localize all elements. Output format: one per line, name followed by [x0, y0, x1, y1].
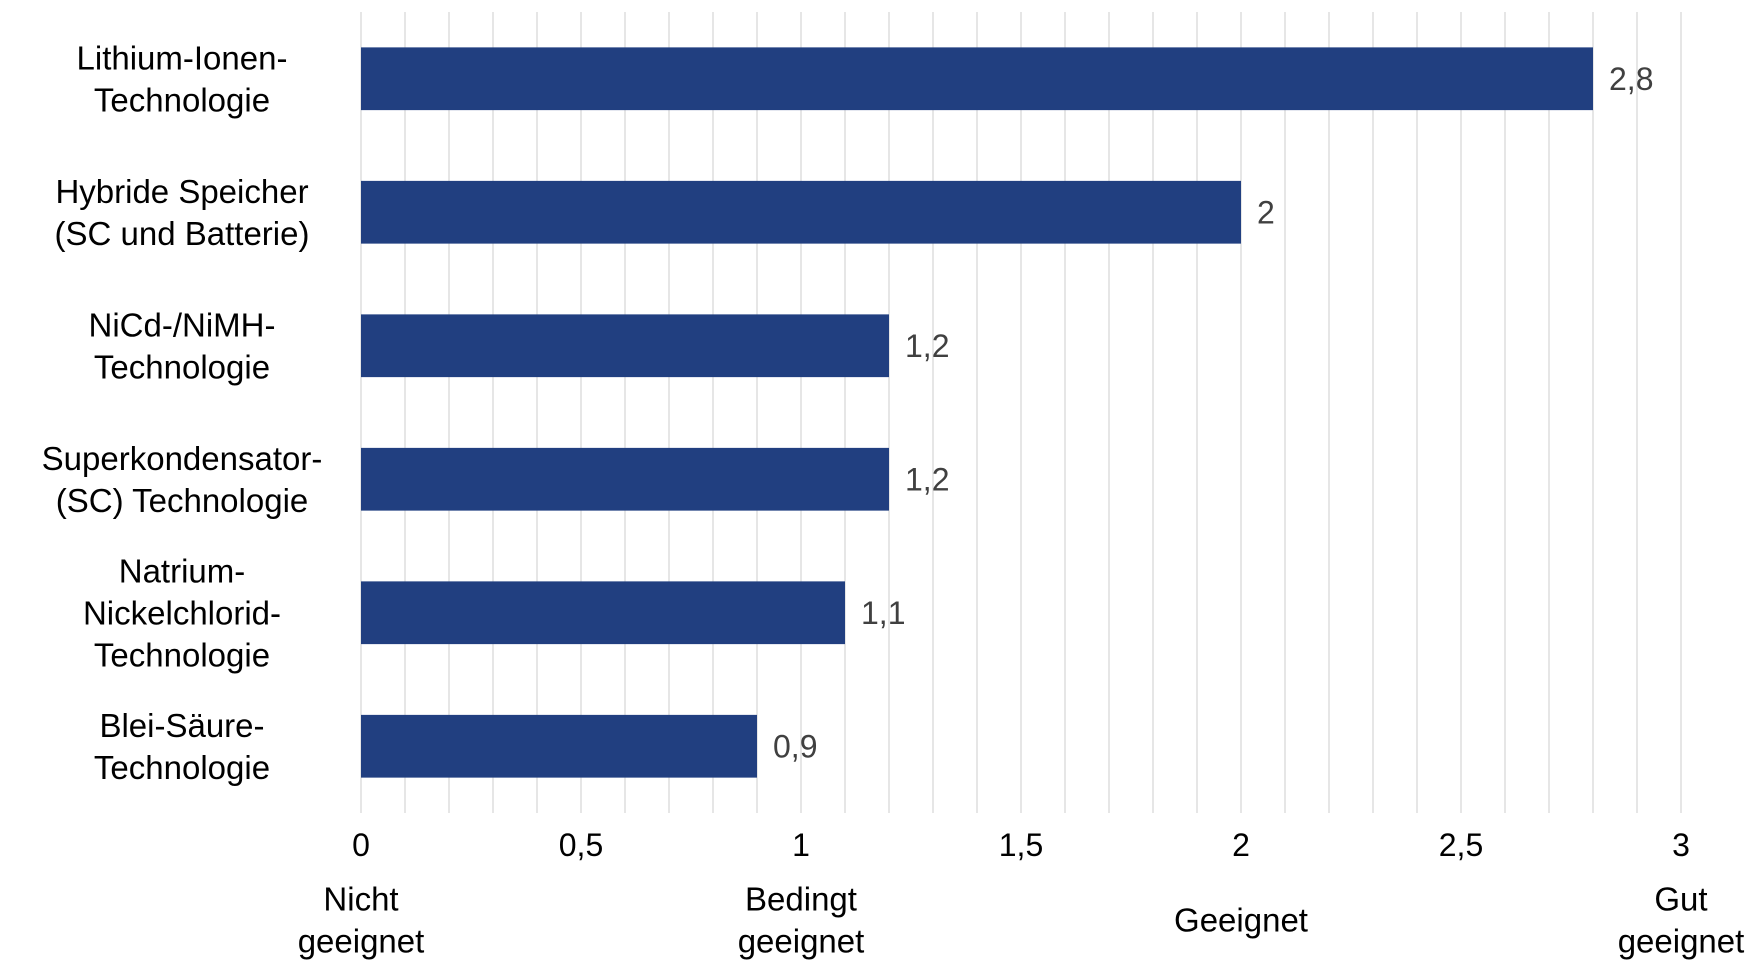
category-label-line: Superkondensator-: [42, 440, 323, 477]
rating-label-line: Gut: [1654, 881, 1707, 918]
rating-label: Bedingt geeignet: [738, 881, 865, 960]
rating-scale-labels: Nicht geeignet Bedingt geeignet Geeignet Gut g…: [298, 881, 1745, 960]
x-tick-label: 2,5: [1439, 827, 1483, 863]
bar-value-label: 1,2: [905, 328, 949, 364]
rating-label-line: geeignet: [738, 923, 865, 960]
category-label-line: NiCd-/NiMH-: [89, 306, 276, 343]
category-label-line: Hybride Speicher: [55, 173, 308, 210]
x-tick-label: 2: [1232, 827, 1250, 863]
bar: [361, 581, 845, 645]
category-label-line: Nickelchlorid-: [83, 594, 281, 631]
x-tick-label: 3: [1672, 827, 1690, 863]
category-label: NiCd-/NiMH- Technologie: [89, 306, 276, 385]
category-labels: Lithium-Ionen- Technologie Hybride Speiche…: [42, 39, 323, 786]
x-tick-label: 1,5: [999, 827, 1043, 863]
bar: [361, 714, 757, 778]
x-tick-label: 0,5: [559, 827, 603, 863]
category-label-line: (SC und Batterie): [55, 215, 310, 252]
category-label-line: Lithium-Ionen-: [77, 39, 288, 76]
bar-value-label: 2,8: [1609, 61, 1653, 97]
rating-label-line: Bedingt: [745, 881, 857, 918]
category-label: Lithium-Ionen- Technologie: [77, 39, 288, 118]
rating-label-line: geeignet: [1618, 923, 1745, 960]
grid-lines: [360, 12, 1682, 813]
bars: [361, 47, 1593, 778]
x-axis-tick-labels: 0 0,5 1 1,5 2 2,5 3: [352, 827, 1690, 863]
rating-label: Gut geeignet: [1618, 881, 1745, 960]
bar-value-label: 0,9: [773, 728, 817, 764]
x-tick-label: 0: [352, 827, 370, 863]
category-label: Superkondensator- (SC) Technologie: [42, 440, 323, 519]
category-label-line: (SC) Technologie: [56, 482, 309, 519]
bar-value-label: 2: [1257, 194, 1275, 230]
bar-value-label: 1,1: [861, 595, 905, 631]
category-label: Hybride Speicher (SC und Batterie): [55, 173, 310, 252]
bar: [361, 447, 889, 511]
value-labels: 2,8 2 1,2 1,2 1,1 0,9: [773, 61, 1653, 765]
bar-value-label: 1,2: [905, 461, 949, 497]
x-tick-label: 1: [792, 827, 810, 863]
rating-label: Nicht geeignet: [298, 881, 425, 960]
bar: [361, 314, 889, 378]
category-label-line: Natrium-: [119, 552, 246, 589]
rating-label-line: geeignet: [298, 923, 425, 960]
category-label-line: Technologie: [94, 81, 270, 118]
category-label-line: Blei-Säure-: [99, 707, 264, 744]
rating-label-line: Geeignet: [1174, 902, 1308, 939]
bar: [361, 180, 1241, 244]
category-label: Natrium- Nickelchlorid- Technologie: [83, 552, 281, 673]
bar: [361, 47, 1593, 111]
category-label-line: Technologie: [94, 749, 270, 786]
category-label-line: Technologie: [94, 348, 270, 385]
category-label: Blei-Säure- Technologie: [94, 707, 270, 786]
rating-label-line: Nicht: [323, 881, 398, 918]
rating-label: Geeignet: [1174, 902, 1308, 939]
category-label-line: Technologie: [94, 636, 270, 673]
